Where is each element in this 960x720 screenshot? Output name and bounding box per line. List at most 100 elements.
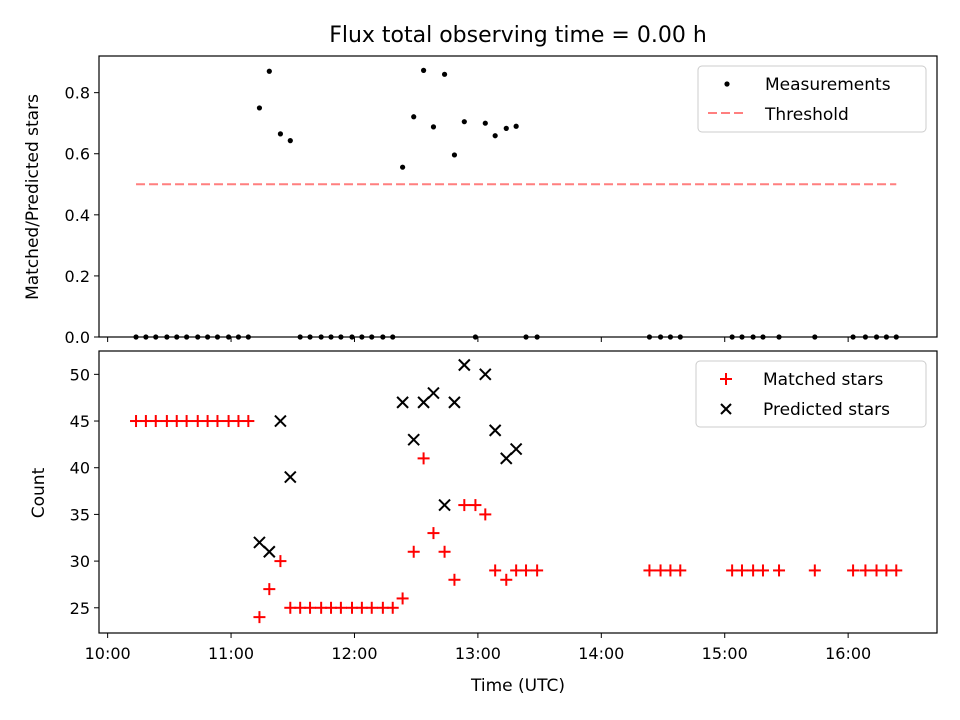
matched-star-point (756, 564, 769, 577)
measurement-point (287, 138, 293, 144)
bottom-axes-frame (98, 350, 938, 634)
measurement-point (430, 124, 437, 130)
bottom-legend-box (695, 360, 927, 428)
measurement-point (492, 133, 498, 139)
x-axis-label: Time (UTC) (470, 676, 565, 696)
top-ytick-label: 0.6 (65, 145, 90, 164)
predicted-star-point (274, 414, 287, 428)
predicted-star-point (488, 424, 502, 437)
predicted-star-point (500, 452, 513, 465)
predicted-star-point (438, 498, 451, 512)
measurement-point (256, 105, 263, 111)
top-ytick-label: 0.2 (65, 267, 90, 286)
measurement-point (400, 164, 406, 170)
predicted-star-point (448, 396, 461, 409)
legend-measurements-label: Measurements (765, 75, 891, 95)
matched-star-point (274, 555, 287, 568)
bottom-xtick-label: 10:00 (85, 644, 131, 663)
matched-star-point (736, 564, 749, 577)
matched-star-point (479, 508, 492, 521)
legend-matched-label: Matched stars (763, 370, 883, 390)
bottom-y-axis-label: Count (29, 467, 49, 518)
bottom-xtick-label: 14:00 (578, 644, 624, 663)
legend-measurement-marker (724, 81, 730, 87)
matched-star-point (859, 564, 872, 577)
matched-star-point (427, 527, 440, 540)
matched-star-point (643, 564, 656, 577)
bottom-xtick-label: 11:00 (208, 644, 254, 663)
measurement-point (513, 123, 519, 129)
measurement-point (411, 114, 417, 120)
top-legend: Measurements Threshold (697, 65, 927, 133)
bottom-legend: Matched stars Predicted stars (695, 360, 927, 428)
legend-predicted-label: Predicted stars (763, 400, 890, 420)
predicted-star-point (263, 545, 276, 558)
top-legend-box (697, 65, 927, 133)
matched-star-point (396, 592, 409, 605)
figure-title: Flux total observing time = 0.00 h (329, 23, 707, 48)
matched-star-point (386, 601, 399, 614)
matched-star-point (489, 564, 502, 577)
matched-star-point (773, 564, 786, 577)
matched-star-point (500, 573, 513, 586)
matched-star-point (304, 601, 317, 614)
matched-star-point (438, 545, 451, 558)
matched-star-point (417, 452, 430, 465)
predicted-star-point (479, 368, 492, 381)
predicted-star-point (509, 442, 523, 456)
predicted-star-point (284, 470, 297, 484)
legend-matched-marker (720, 373, 732, 385)
measurement-point (420, 67, 427, 73)
bottom-xtick-label: 16:00 (825, 644, 871, 663)
measurement-point (441, 71, 448, 77)
top-ytick-label: 0.4 (65, 206, 90, 225)
top-axes-frame (98, 55, 938, 338)
matched-star-point (458, 499, 471, 512)
predicted-star-point (253, 536, 266, 549)
predicted-star-point (427, 386, 440, 400)
predicted-star-point (396, 396, 409, 409)
matched-star-point (180, 415, 193, 428)
matched-star-point (149, 415, 162, 428)
measurement-point (266, 68, 272, 74)
matched-star-point (520, 564, 533, 577)
matched-star-point (334, 601, 347, 614)
legend-threshold-label: Threshold (764, 105, 849, 125)
matched-star-point (407, 545, 420, 558)
matched-star-point (890, 564, 903, 577)
predicted-star-point (458, 358, 471, 372)
top-ytick-label: 0.0 (65, 328, 90, 347)
legend-predicted-marker (720, 403, 732, 415)
matched-star-point (365, 601, 378, 614)
predicted-star-point (407, 433, 420, 446)
bottom-xtick-label: 13:00 (455, 644, 501, 663)
bottom-ytick-label: 40 (70, 459, 90, 478)
matched-star-point (448, 573, 461, 586)
top-panel: 0.0 0.2 0.4 0.6 0.8 (65, 55, 938, 347)
measurement-point (461, 119, 467, 125)
bottom-ytick-label: 30 (70, 552, 90, 571)
measurement-point (277, 131, 284, 137)
top-y-axis-label: Matched/Predicted stars (23, 94, 43, 300)
bottom-xtick-label: 12:00 (331, 644, 377, 663)
matched-star-point (263, 583, 276, 596)
measurement-point (482, 120, 488, 126)
measurement-point (451, 152, 458, 158)
matched-star-point (847, 564, 860, 577)
bottom-ytick-label: 25 (70, 599, 90, 618)
bottom-panel: 25 30 35 40 45 50 10:00 11:00 12:00 13:00 14:00 15:… (70, 350, 938, 663)
bottom-ytick-label: 35 (70, 505, 90, 524)
top-ytick-label: 0.8 (65, 84, 90, 103)
matched-star-point (242, 415, 255, 428)
predicted-star-point (417, 396, 430, 409)
matched-star-point (469, 499, 482, 512)
bottom-ytick-label: 45 (70, 412, 90, 431)
matched-star-point (531, 564, 544, 577)
measurement-point (503, 125, 509, 131)
matched-star-point (253, 611, 266, 624)
bottom-xtick-label: 15:00 (702, 644, 748, 663)
bottom-ytick-label: 50 (70, 365, 90, 384)
matched-star-point (808, 564, 821, 577)
matched-star-point (674, 564, 687, 577)
